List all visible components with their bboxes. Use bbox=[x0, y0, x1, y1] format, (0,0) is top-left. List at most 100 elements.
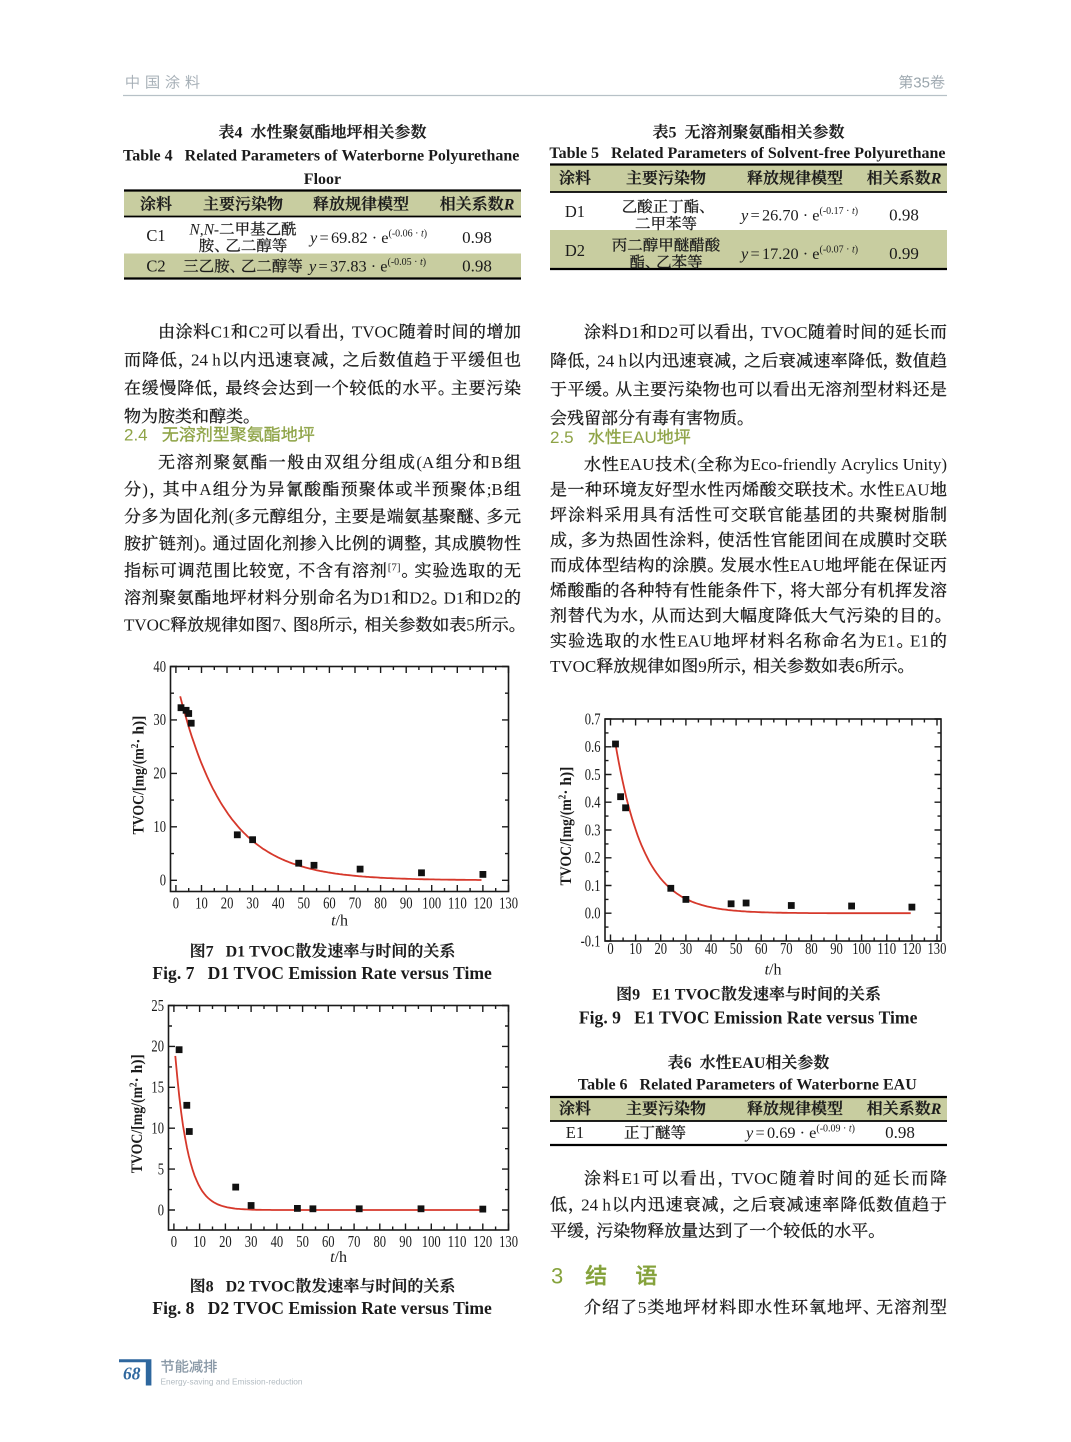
svg-text:TVOC: TVOC bbox=[761, 323, 807, 342]
svg-text:5: 5 bbox=[466, 616, 475, 635]
svg-text:15: 15 bbox=[151, 1078, 164, 1097]
svg-text:C1: C1 bbox=[211, 323, 231, 342]
svg-text:0.3: 0.3 bbox=[585, 820, 601, 839]
svg-text:120: 120 bbox=[902, 939, 921, 958]
svg-text:0.1: 0.1 bbox=[585, 876, 601, 895]
svg-text:6: 6 bbox=[684, 1055, 692, 1072]
svg-text:Fig. 8 D2 TVOC Emission Rate: Fig. 8 D2 TVOC Emission Rate versus Time bbox=[152, 1298, 492, 1318]
svg-text:24 h: 24 h bbox=[191, 351, 221, 370]
svg-text:0.0: 0.0 bbox=[585, 904, 601, 923]
svg-text:D2: D2 bbox=[409, 589, 430, 608]
svg-text:e: e bbox=[812, 244, 819, 263]
svg-text:70: 70 bbox=[349, 894, 362, 913]
svg-text:D2 TVOC: D2 TVOC bbox=[214, 1279, 295, 1296]
svg-text:0.98: 0.98 bbox=[462, 257, 492, 276]
svg-text:10: 10 bbox=[629, 939, 642, 958]
svg-text:t: t bbox=[852, 245, 855, 256]
svg-text:90: 90 bbox=[399, 1232, 412, 1251]
svg-text:;B: ;B bbox=[487, 480, 503, 499]
svg-text:30: 30 bbox=[245, 1232, 258, 1251]
svg-text:9: 9 bbox=[698, 657, 707, 676]
svg-text:TVOC: TVOC bbox=[732, 1169, 778, 1188]
svg-text:R: R bbox=[503, 197, 515, 214]
svg-text:EAU: EAU bbox=[790, 556, 825, 575]
svg-text:/h: /h bbox=[769, 962, 781, 979]
svg-text:24 h: 24 h bbox=[597, 352, 627, 371]
svg-text:20: 20 bbox=[221, 894, 234, 913]
svg-text:EAU: EAU bbox=[620, 455, 655, 474]
svg-text:26.70: 26.70 bbox=[762, 206, 799, 225]
svg-text:EAU: EAU bbox=[677, 632, 712, 651]
svg-text:5: 5 bbox=[158, 1159, 164, 1178]
svg-text:): ) bbox=[855, 206, 858, 217]
svg-text:EAU: EAU bbox=[732, 1055, 766, 1072]
svg-text:2: 2 bbox=[558, 795, 569, 800]
svg-text:TVOC/[mg/(m: TVOC/[mg/(m bbox=[131, 748, 148, 834]
svg-text:4: 4 bbox=[235, 125, 243, 142]
svg-text:8: 8 bbox=[310, 616, 319, 635]
svg-text:40: 40 bbox=[271, 1232, 284, 1251]
svg-text:D2: D2 bbox=[483, 589, 504, 608]
svg-text:60: 60 bbox=[322, 1232, 335, 1251]
svg-text:e: e bbox=[380, 257, 387, 276]
svg-text:7: 7 bbox=[272, 616, 281, 635]
svg-text:R: R bbox=[930, 171, 942, 188]
svg-text:(A: (A bbox=[416, 453, 435, 472]
svg-text:(-0.05 ·: (-0.05 · bbox=[388, 257, 421, 268]
svg-text:60: 60 bbox=[323, 894, 336, 913]
svg-text:=: = bbox=[751, 206, 760, 225]
svg-text:t: t bbox=[849, 1124, 852, 1135]
svg-text:D2: D2 bbox=[565, 241, 585, 260]
svg-text:17.20: 17.20 bbox=[762, 244, 799, 263]
svg-text:E1: E1 bbox=[877, 632, 896, 651]
svg-text:=: = bbox=[751, 244, 760, 263]
svg-text:D1: D1 bbox=[370, 589, 391, 608]
svg-text:Floor: Floor bbox=[304, 171, 341, 188]
svg-text:D1 TVOC: D1 TVOC bbox=[214, 944, 295, 961]
svg-text:70: 70 bbox=[348, 1232, 361, 1251]
svg-text:110: 110 bbox=[448, 1232, 467, 1251]
svg-text:[7]: [7] bbox=[388, 561, 401, 573]
svg-text:(-0.06 ·: (-0.06 · bbox=[389, 229, 422, 240]
svg-text:t: t bbox=[421, 229, 424, 240]
svg-text:EAU: EAU bbox=[622, 428, 657, 447]
svg-text:): ) bbox=[855, 245, 858, 256]
svg-text:20: 20 bbox=[219, 1232, 232, 1251]
svg-text:y: y bbox=[739, 206, 749, 225]
svg-text:y: y bbox=[307, 257, 317, 276]
svg-text:C2: C2 bbox=[146, 257, 165, 276]
svg-text:20: 20 bbox=[655, 939, 668, 958]
svg-text:·: · bbox=[799, 244, 813, 263]
svg-text:): ) bbox=[423, 257, 426, 268]
svg-text:C1: C1 bbox=[146, 226, 165, 245]
svg-text:10: 10 bbox=[151, 1119, 164, 1138]
svg-text:y: y bbox=[308, 228, 318, 247]
svg-text:C2: C2 bbox=[249, 323, 269, 342]
svg-text:70: 70 bbox=[780, 939, 793, 958]
svg-text:5: 5 bbox=[669, 125, 677, 142]
svg-text:50: 50 bbox=[298, 894, 311, 913]
svg-text:·: · bbox=[796, 1123, 810, 1142]
svg-text:100: 100 bbox=[422, 894, 441, 913]
svg-text:90: 90 bbox=[830, 939, 843, 958]
svg-text:y: y bbox=[739, 244, 749, 263]
svg-text:69.82: 69.82 bbox=[331, 228, 368, 247]
svg-text:0.4: 0.4 bbox=[585, 793, 601, 812]
svg-text:80: 80 bbox=[805, 939, 818, 958]
svg-text:130: 130 bbox=[928, 939, 947, 958]
svg-text:·: · bbox=[799, 206, 813, 225]
svg-text:): ) bbox=[194, 534, 200, 553]
svg-text:5: 5 bbox=[638, 1298, 647, 1317]
svg-text:0.6: 0.6 bbox=[585, 737, 601, 756]
svg-text:2.4: 2.4 bbox=[124, 426, 162, 445]
svg-text:=: = bbox=[320, 228, 329, 247]
svg-text:100: 100 bbox=[852, 939, 871, 958]
svg-text:0.2: 0.2 bbox=[585, 848, 601, 867]
svg-text:0.7: 0.7 bbox=[585, 709, 601, 728]
svg-text:0: 0 bbox=[160, 871, 166, 890]
svg-text:e: e bbox=[381, 228, 388, 247]
svg-text:/h: /h bbox=[335, 1249, 347, 1266]
svg-text:2.5: 2.5 bbox=[550, 428, 588, 447]
svg-text:30: 30 bbox=[680, 939, 693, 958]
svg-text:110: 110 bbox=[448, 894, 467, 913]
